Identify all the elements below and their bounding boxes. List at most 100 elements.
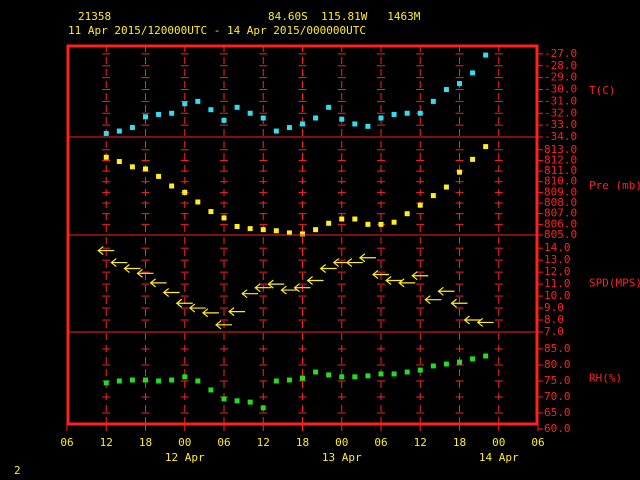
data-point: [313, 115, 319, 121]
data-point: [417, 202, 423, 208]
wind-arrow: [162, 288, 180, 297]
wind-arrow: [123, 264, 141, 273]
data-point: [247, 226, 253, 232]
y-tick-label: 11.0: [544, 277, 571, 290]
data-point: [273, 228, 279, 234]
data-point: [378, 221, 384, 227]
data-point: [247, 110, 253, 116]
data-point: [430, 363, 436, 369]
x-tick-label: 00: [335, 436, 348, 449]
panel-series: [103, 144, 489, 237]
panel-series: [103, 52, 489, 136]
data-point: [457, 359, 462, 365]
data-point: [129, 164, 135, 170]
wind-arrow: [306, 276, 324, 285]
data-point: [116, 378, 122, 384]
data-point: [417, 367, 423, 373]
y-tick-label: -27.0: [544, 47, 577, 60]
y-tick-label: 806.0: [544, 217, 577, 230]
y-tick-label: 808.0: [544, 196, 577, 209]
y-tick-label: -30.0: [544, 83, 577, 96]
wind-arrow: [424, 295, 442, 305]
data-point: [470, 70, 476, 76]
y-tick-label: -31.0: [544, 94, 577, 107]
data-point: [352, 121, 358, 127]
y-tick-label: 807.0: [544, 207, 577, 220]
data-point: [234, 398, 240, 404]
wind-arrow: [267, 279, 285, 289]
y-tick-label: 810.0: [544, 175, 577, 188]
y-tick-label: 70.0: [544, 390, 571, 403]
data-point: [300, 375, 305, 381]
y-tick-label: 809.0: [544, 185, 577, 198]
wind-arrow: [476, 317, 494, 327]
data-point: [391, 111, 397, 117]
data-point: [483, 52, 489, 58]
data-point: [457, 169, 462, 175]
y-tick-label: -32.0: [544, 106, 577, 119]
data-point: [300, 121, 305, 127]
data-point: [260, 227, 266, 233]
data-point: [169, 377, 175, 383]
location: 84.60S 115.81W 1463M: [268, 10, 421, 23]
page-number: 2: [14, 464, 21, 477]
data-point: [391, 219, 397, 225]
data-point: [234, 223, 240, 229]
y-tick-label: 8.0: [544, 313, 564, 326]
data-point: [169, 183, 175, 189]
data-point: [103, 154, 109, 160]
data-point: [470, 156, 476, 162]
data-point: [273, 378, 279, 384]
data-point: [208, 387, 214, 393]
data-point: [195, 378, 201, 384]
data-point: [234, 104, 240, 110]
data-point: [339, 116, 345, 122]
x-tick-label: 06: [217, 436, 230, 449]
day-label: 14 Apr: [479, 451, 519, 464]
data-point: [286, 230, 292, 236]
data-point: [103, 130, 109, 136]
y-tick-label: 80.0: [544, 358, 571, 371]
data-point: [143, 114, 148, 120]
x-tick-label: 12: [414, 436, 427, 449]
x-tick-label: 00: [178, 436, 191, 449]
data-point: [208, 209, 214, 215]
data-point: [247, 399, 253, 405]
data-point: [156, 378, 162, 384]
x-tick-label: 12: [257, 436, 270, 449]
y-tick-label: 12.0: [544, 265, 571, 278]
plot-border: [66, 44, 539, 426]
panel-series: [103, 353, 489, 411]
data-point: [365, 123, 371, 129]
data-point: [143, 377, 148, 383]
data-point: [286, 125, 292, 131]
panel-label: Pre (mb): [589, 179, 640, 192]
data-point: [182, 189, 188, 195]
data-point: [443, 184, 449, 190]
panel-series: [97, 246, 494, 330]
wind-arrow: [188, 303, 206, 313]
wind-arrow: [110, 258, 128, 268]
wind-arrow: [228, 307, 246, 317]
wind-arrow: [319, 264, 337, 273]
y-tick-label: 14.0: [544, 241, 571, 254]
data-point: [313, 369, 319, 375]
data-point: [195, 199, 201, 205]
data-point: [169, 110, 175, 116]
data-point: [143, 166, 148, 172]
wind-arrow: [463, 315, 481, 325]
wind-arrow: [385, 276, 403, 285]
data-point: [404, 110, 410, 116]
data-point: [195, 98, 201, 104]
data-point: [391, 371, 397, 377]
data-point: [483, 144, 489, 150]
data-point: [129, 377, 135, 383]
data-point: [221, 117, 227, 123]
wind-arrow: [149, 278, 167, 288]
wind-arrow: [254, 283, 272, 293]
data-point: [182, 374, 188, 380]
panel-label: SPD(MPS): [589, 277, 640, 290]
x-tick-label: 18: [453, 436, 466, 449]
data-point: [156, 111, 162, 117]
x-tick-label: 06: [374, 436, 387, 449]
